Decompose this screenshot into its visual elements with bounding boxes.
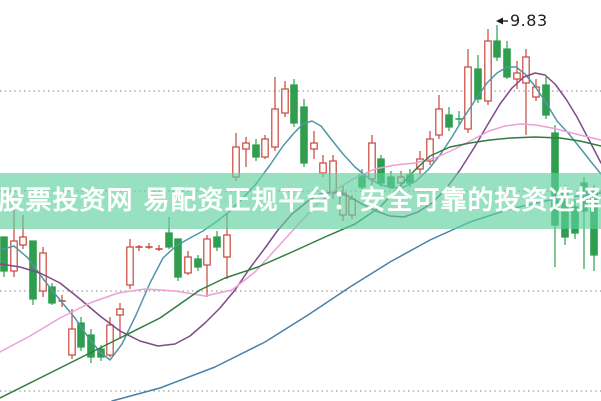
price-annotation-label: 9.83 xyxy=(510,11,548,30)
watermark-text: 股票投资网 易配资正规平台：安全可靠的投资选择 xyxy=(0,186,601,216)
watermark-banner: 股票投资网 易配资正规平台：安全可靠的投资选择 xyxy=(0,173,601,229)
